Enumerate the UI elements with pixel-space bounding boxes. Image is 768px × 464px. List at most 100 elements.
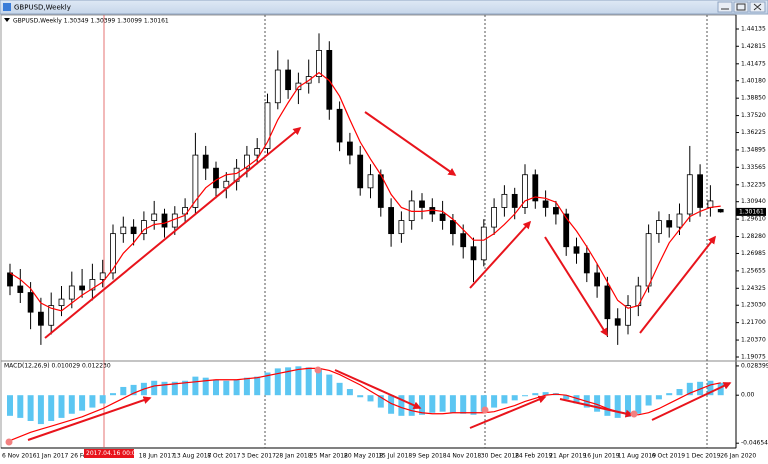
macd-bar bbox=[171, 381, 178, 396]
macd-arrow bbox=[27, 396, 152, 441]
macd-bar bbox=[480, 395, 487, 412]
candle-body bbox=[707, 200, 714, 208]
candle-body bbox=[192, 154, 199, 208]
y-tick-label: 1.40180 bbox=[741, 77, 766, 84]
candle-body bbox=[532, 174, 539, 202]
candle-body bbox=[68, 285, 75, 300]
x-tick-label: 28 Jan 2018 bbox=[276, 453, 312, 460]
y-tick-label: 1.30940 bbox=[741, 198, 766, 205]
candle-body bbox=[182, 207, 189, 215]
macd-bar bbox=[68, 395, 75, 414]
macd-bar bbox=[573, 395, 580, 404]
candle-body bbox=[398, 220, 405, 235]
x-tick-label: 26 Jan 2020 bbox=[720, 453, 756, 460]
macd-arrow bbox=[469, 395, 547, 429]
macd-bar bbox=[48, 395, 55, 421]
candle-body bbox=[285, 69, 292, 91]
macd-bar bbox=[449, 395, 456, 413]
macd-bar bbox=[89, 395, 96, 408]
candle-body bbox=[7, 272, 13, 287]
candle-body bbox=[676, 213, 683, 228]
macd-bar bbox=[686, 382, 693, 396]
macd-bar bbox=[398, 395, 405, 416]
macd-bar bbox=[99, 395, 106, 404]
y-tick-label: 1.33565 bbox=[741, 164, 766, 171]
y-tick-label: 1.42815 bbox=[741, 43, 766, 50]
candle-body bbox=[511, 193, 518, 208]
minimize-button[interactable] bbox=[717, 1, 733, 13]
trend-arrow bbox=[544, 236, 608, 337]
window-button-icons bbox=[721, 3, 762, 11]
x-tick-label: 9 Sep 2018 bbox=[412, 453, 446, 460]
macd-bar bbox=[58, 395, 65, 418]
macd-bar bbox=[429, 395, 436, 413]
y-tick-label: 1.23030 bbox=[741, 302, 766, 309]
macd-tick-label: -0.046543 bbox=[741, 440, 768, 447]
candle-body bbox=[151, 213, 158, 221]
macd-bar bbox=[439, 395, 446, 412]
x-tick-label: 21 Apr 2019 bbox=[549, 453, 586, 460]
candle-body bbox=[367, 174, 374, 189]
macd-bar bbox=[7, 395, 13, 416]
window-title: GBPUSD,Weekly bbox=[14, 4, 71, 12]
close-value: 1.30161 bbox=[144, 17, 169, 24]
x-tick-label: 6 Nov 2016 bbox=[2, 453, 37, 460]
candle-body bbox=[563, 213, 570, 248]
candle-body bbox=[439, 213, 446, 221]
candle-body bbox=[470, 246, 477, 261]
x-tick-label: 25 Mar 2018 bbox=[310, 453, 348, 460]
macd-bar bbox=[295, 366, 302, 396]
macd-bar bbox=[460, 395, 467, 414]
candle-body bbox=[686, 174, 693, 215]
candle-body bbox=[501, 193, 508, 208]
y-tick-label: 1.28280 bbox=[741, 233, 766, 240]
x-tick-label: 15 Jul 2018 bbox=[378, 453, 412, 460]
candle-body bbox=[27, 292, 34, 313]
candle-body bbox=[583, 252, 590, 274]
x-tick-label: 8 Oct 2017 bbox=[207, 453, 240, 460]
macd-bar bbox=[243, 377, 250, 396]
candle-body bbox=[274, 69, 281, 104]
macd-bar bbox=[388, 395, 395, 414]
macd-bar bbox=[625, 395, 631, 417]
y-tick-label: 1.44135 bbox=[741, 25, 766, 32]
macd-bar bbox=[202, 377, 209, 396]
macd-bar bbox=[79, 395, 86, 411]
y-tick-label: 1.26985 bbox=[741, 250, 766, 257]
trend-arrow bbox=[364, 111, 457, 176]
y-tick-label: 1.19075 bbox=[741, 354, 766, 361]
crosshair-label: 2017.04.16 00:00 bbox=[86, 450, 140, 457]
candle-body bbox=[110, 233, 116, 274]
candle-body bbox=[79, 285, 85, 291]
maximize-button[interactable] bbox=[733, 1, 749, 13]
macd-bar bbox=[37, 395, 44, 425]
macd-bar bbox=[17, 395, 24, 418]
y-tick-label: 1.36225 bbox=[741, 129, 766, 136]
candle-body bbox=[542, 200, 549, 208]
candle-body bbox=[697, 174, 703, 208]
candle-body bbox=[140, 220, 147, 235]
candle-body bbox=[346, 141, 353, 156]
candle-body bbox=[614, 318, 621, 326]
candle-body bbox=[316, 49, 322, 77]
candle-body bbox=[717, 209, 724, 213]
trend-arrow bbox=[639, 235, 716, 334]
macd-bar bbox=[666, 393, 673, 396]
macd-bar bbox=[274, 368, 281, 396]
trend-arrow bbox=[44, 126, 302, 339]
x-tick-label: 3 Dec 2017 bbox=[241, 453, 276, 460]
macd-bar bbox=[604, 395, 611, 416]
macd-bar bbox=[645, 395, 652, 406]
candle-body bbox=[89, 279, 96, 291]
x-tick-label: 11 Aug 2019 bbox=[618, 453, 657, 460]
y-tick-label: 1.34895 bbox=[741, 146, 766, 153]
y-tick-label: 1.21700 bbox=[741, 319, 766, 326]
candle-body bbox=[38, 311, 44, 326]
y-tick-label: 1.38850 bbox=[741, 95, 766, 102]
macd-bar bbox=[326, 374, 333, 396]
macd-bar bbox=[213, 379, 219, 396]
y-tick-label: 1.25655 bbox=[741, 267, 766, 274]
macd-bar bbox=[120, 386, 127, 396]
